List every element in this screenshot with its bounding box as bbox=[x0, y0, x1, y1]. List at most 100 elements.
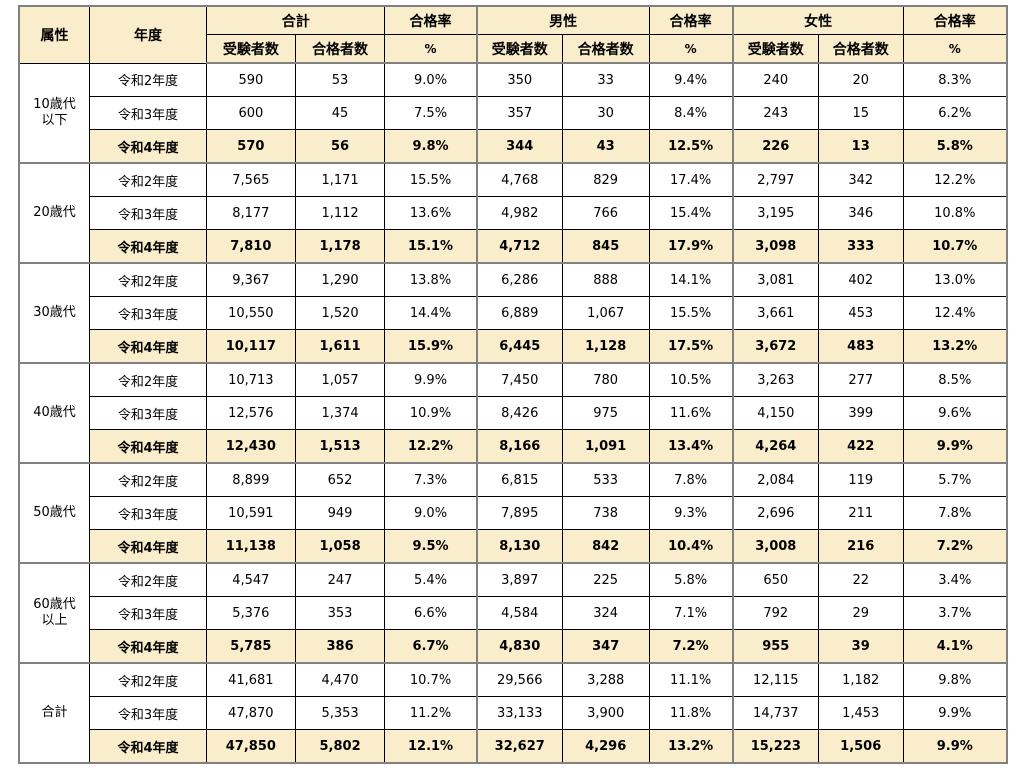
value-cell: 3,900 bbox=[561, 696, 650, 730]
value-cell: 3,263 bbox=[732, 362, 819, 397]
value-cell: 9.8% bbox=[902, 662, 1008, 697]
value-cell: 225 bbox=[561, 562, 650, 597]
group-label: 20歳代 bbox=[18, 162, 91, 264]
value-cell: 211 bbox=[817, 496, 904, 530]
year-cell: 令和3年度 bbox=[89, 196, 207, 230]
value-cell: 955 bbox=[732, 629, 819, 664]
value-cell: 6.7% bbox=[384, 629, 478, 664]
value-cell: 10,117 bbox=[206, 329, 296, 364]
value-cell: 17.9% bbox=[648, 229, 734, 264]
value-cell: 1,091 bbox=[561, 429, 650, 464]
value-cell: 5,802 bbox=[294, 729, 386, 764]
year-cell: 令和3年度 bbox=[89, 396, 207, 430]
year-cell: 令和3年度 bbox=[89, 96, 207, 130]
value-cell: 12.4% bbox=[902, 296, 1008, 330]
value-cell: 344 bbox=[476, 129, 563, 164]
value-cell: 1,067 bbox=[561, 296, 650, 330]
header-percent-male: % bbox=[648, 34, 734, 64]
value-cell: 10,713 bbox=[206, 362, 296, 397]
value-cell: 2,084 bbox=[732, 462, 819, 497]
year-cell: 令和4年度 bbox=[89, 129, 207, 164]
year-cell: 令和2年度 bbox=[89, 262, 207, 297]
value-cell: 9.8% bbox=[384, 129, 478, 164]
value-cell: 4,712 bbox=[476, 229, 563, 264]
value-cell: 5,353 bbox=[294, 696, 386, 730]
header-passers-male: 合格者数 bbox=[561, 34, 650, 64]
year-cell: 令和4年度 bbox=[89, 229, 207, 264]
value-cell: 7.3% bbox=[384, 462, 478, 497]
value-cell: 357 bbox=[476, 96, 563, 130]
header-examinees-male: 受験者数 bbox=[476, 34, 563, 64]
value-cell: 9.9% bbox=[902, 696, 1008, 730]
header-pass-rate-total: 合格率 bbox=[384, 5, 478, 35]
value-cell: 15,223 bbox=[732, 729, 819, 764]
value-cell: 353 bbox=[294, 596, 386, 630]
value-cell: 5,376 bbox=[206, 596, 296, 630]
value-cell: 7.8% bbox=[902, 496, 1008, 530]
value-cell: 483 bbox=[817, 329, 904, 364]
value-cell: 7.2% bbox=[902, 529, 1008, 564]
table-row: 30歳代 令和2年度 9,367 1,290 13.8% 6,286 888 14.1% 3,0… bbox=[18, 262, 1008, 364]
value-cell: 13.0% bbox=[902, 262, 1008, 297]
year-cell: 令和4年度 bbox=[89, 329, 207, 364]
value-cell: 1,057 bbox=[294, 362, 386, 397]
value-cell: 7,565 bbox=[206, 162, 296, 197]
value-cell: 8,899 bbox=[206, 462, 296, 497]
value-cell: 9.9% bbox=[902, 429, 1008, 464]
value-cell: 4,982 bbox=[476, 196, 563, 230]
value-cell: 3,081 bbox=[732, 262, 819, 297]
value-cell: 453 bbox=[817, 296, 904, 330]
value-cell: 3,672 bbox=[732, 329, 819, 364]
table-row: 60歳代 以上 令和2年度 4,547 247 5.4% 3,897 225 5.8% 650 22… bbox=[18, 562, 1008, 664]
header-male: 男性 bbox=[476, 5, 650, 35]
value-cell: 347 bbox=[561, 629, 650, 664]
group-label: 60歳代 以上 bbox=[18, 562, 91, 664]
value-cell: 3,661 bbox=[732, 296, 819, 330]
value-cell: 5.7% bbox=[902, 462, 1008, 497]
value-cell: 346 bbox=[817, 196, 904, 230]
table-row: 令和4年度 5,785 386 6.7% 4,830 347 7.2% 955 39 4.1% bbox=[19, 629, 1008, 664]
value-cell: 1,506 bbox=[817, 729, 904, 764]
value-cell: 3,008 bbox=[732, 529, 819, 564]
value-cell: 13.4% bbox=[648, 429, 734, 464]
header-pass-rate-female: 合格率 bbox=[902, 5, 1008, 35]
header-attribute: 属性 bbox=[18, 5, 91, 64]
value-cell: 7,810 bbox=[206, 229, 296, 264]
value-cell: 10,591 bbox=[206, 496, 296, 530]
value-cell: 4,584 bbox=[476, 596, 563, 630]
value-cell: 5.8% bbox=[902, 129, 1008, 164]
value-cell: 20 bbox=[817, 62, 904, 97]
value-cell: 422 bbox=[817, 429, 904, 464]
value-cell: 4,296 bbox=[561, 729, 650, 764]
value-cell: 1,513 bbox=[294, 429, 386, 464]
value-cell: 15 bbox=[817, 96, 904, 130]
table-row: 令和3年度 10,591 949 9.0% 7,895 738 9.3% 2,696 211 7.… bbox=[19, 496, 1008, 530]
value-cell: 7.5% bbox=[384, 96, 478, 130]
value-cell: 9.4% bbox=[648, 62, 734, 97]
header-passers-total: 合格者数 bbox=[294, 34, 386, 64]
value-cell: 15.1% bbox=[384, 229, 478, 264]
year-cell: 令和2年度 bbox=[89, 62, 207, 97]
value-cell: 570 bbox=[206, 129, 296, 164]
value-cell: 402 bbox=[817, 262, 904, 297]
header-year: 年度 bbox=[89, 5, 207, 64]
value-cell: 842 bbox=[561, 529, 650, 564]
value-cell: 7.2% bbox=[648, 629, 734, 664]
value-cell: 738 bbox=[561, 496, 650, 530]
value-cell: 9.9% bbox=[384, 362, 478, 397]
value-cell: 766 bbox=[561, 196, 650, 230]
value-cell: 10.7% bbox=[902, 229, 1008, 264]
year-cell: 令和2年度 bbox=[89, 462, 207, 497]
value-cell: 6,445 bbox=[476, 329, 563, 364]
value-cell: 17.4% bbox=[648, 162, 734, 197]
value-cell: 45 bbox=[294, 96, 386, 130]
value-cell: 4,470 bbox=[294, 662, 386, 697]
value-cell: 243 bbox=[732, 96, 819, 130]
value-cell: 5.4% bbox=[384, 562, 478, 597]
header-pass-rate-male: 合格率 bbox=[648, 5, 734, 35]
table-header: 属性 年度 合計 合格率 男性 合格率 女性 合格率 受験者数 合格者数 % 受… bbox=[18, 5, 1008, 64]
table-row: 令和4年度 7,810 1,178 15.1% 4,712 845 17.9% 3,098 33… bbox=[19, 229, 1008, 264]
header-percent-total: % bbox=[384, 34, 478, 64]
value-cell: 8.4% bbox=[648, 96, 734, 130]
